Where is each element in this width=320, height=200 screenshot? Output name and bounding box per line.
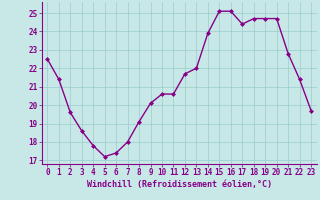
X-axis label: Windchill (Refroidissement éolien,°C): Windchill (Refroidissement éolien,°C)	[87, 180, 272, 189]
